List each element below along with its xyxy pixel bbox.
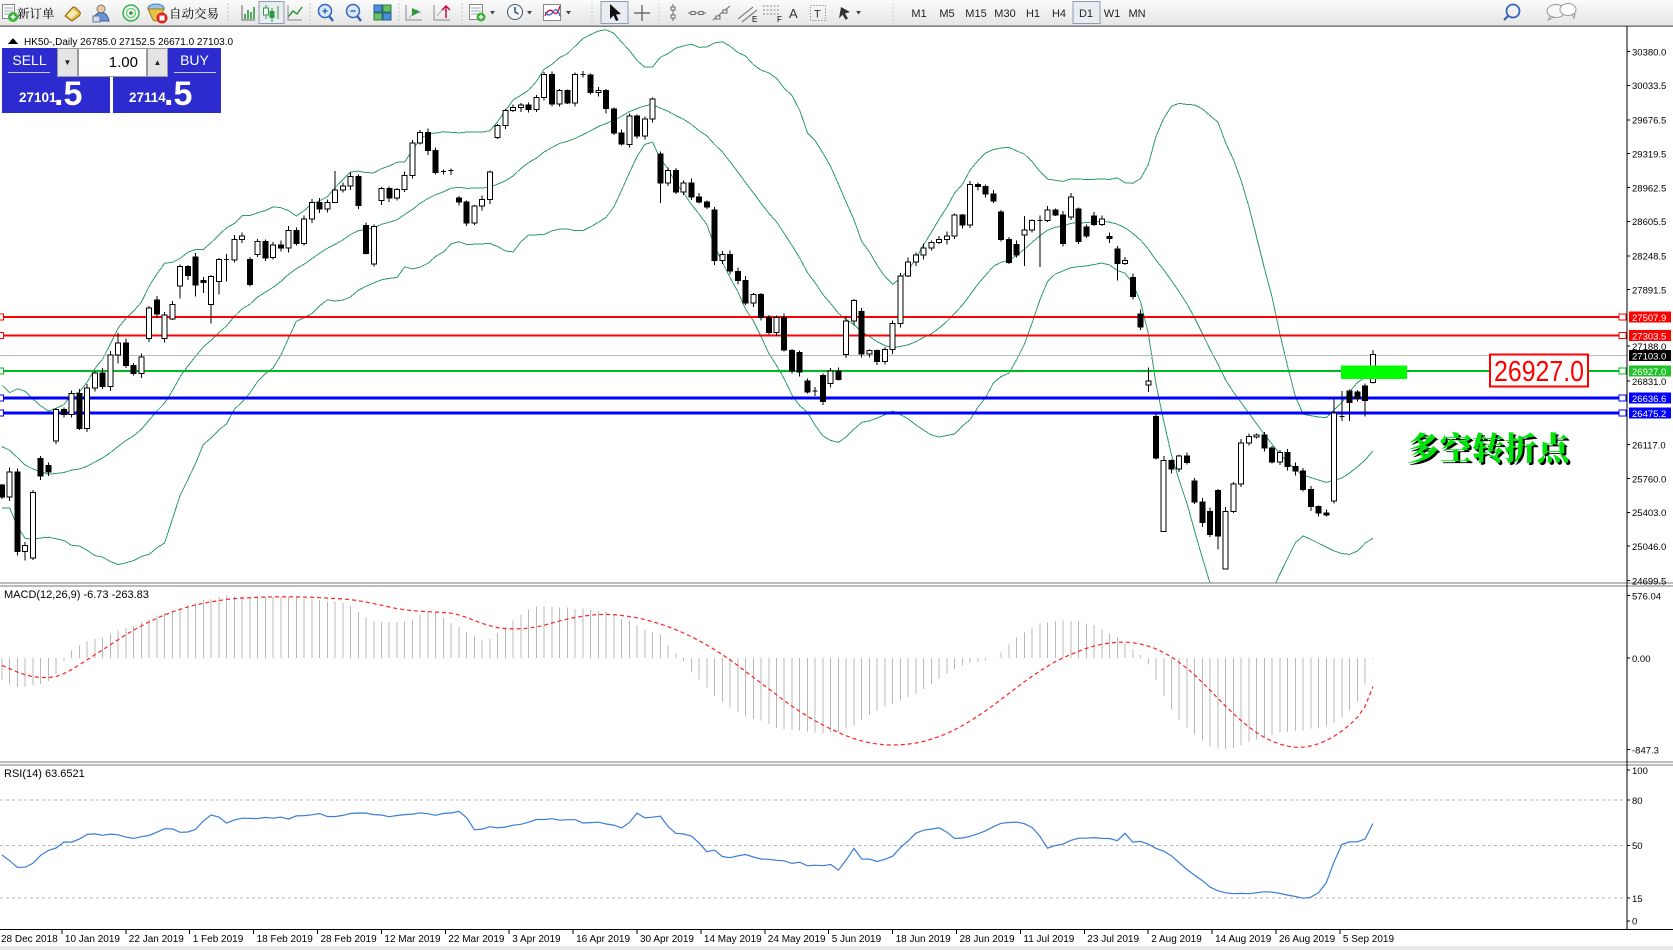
svg-text:26 Aug 2019: 26 Aug 2019 [1279,934,1336,945]
svg-text:HK50-,Daily 26785.0 27152.5 2: HK50-,Daily 26785.0 27152.5 26671.0 2710… [24,37,233,48]
svg-text:16 Apr 2019: 16 Apr 2019 [576,934,630,945]
svg-text:30 Apr 2019: 30 Apr 2019 [640,934,694,945]
svg-text:MN: MN [1128,8,1145,20]
svg-text:M15: M15 [965,8,986,20]
svg-text:80: 80 [1632,796,1643,807]
svg-text:22 Jan 2019: 22 Jan 2019 [129,934,184,945]
svg-text:18 Jun 2019: 18 Jun 2019 [896,934,951,945]
svg-text:M5: M5 [939,8,954,20]
svg-text:1 Feb 2019: 1 Feb 2019 [193,934,244,945]
svg-text:M1: M1 [911,8,926,20]
svg-text:MACD(12,26,9) -6.73 -263.83: MACD(12,26,9) -6.73 -263.83 [4,589,149,601]
svg-text:RSI(14) 63.6521: RSI(14) 63.6521 [4,768,85,780]
svg-text:26636.6: 26636.6 [1632,394,1666,405]
svg-text:W1: W1 [1104,8,1121,20]
svg-text:30380.0: 30380.0 [1632,47,1666,58]
svg-text:14 May 2019: 14 May 2019 [704,934,762,945]
svg-text:25760.0: 25760.0 [1632,474,1666,485]
svg-text:27103.0: 27103.0 [1632,351,1666,362]
svg-text:18 Feb 2019: 18 Feb 2019 [257,934,314,945]
svg-text:27303.5: 27303.5 [1632,331,1666,342]
svg-text:22 Mar 2019: 22 Mar 2019 [448,934,505,945]
svg-text:28605.5: 28605.5 [1632,217,1666,228]
svg-text:10 Jan 2019: 10 Jan 2019 [65,934,120,945]
svg-text:H4: H4 [1052,8,1066,20]
svg-text:27891.5: 27891.5 [1632,286,1666,297]
svg-text:50: 50 [1632,841,1643,852]
svg-text:24699.5: 24699.5 [1632,576,1666,587]
svg-text:11 Jul 2019: 11 Jul 2019 [1023,934,1074,945]
svg-text:-847.3: -847.3 [1632,746,1659,757]
svg-text:26927.0: 26927.0 [1494,356,1584,388]
svg-text:100: 100 [1632,766,1648,777]
svg-text:3 Apr 2019: 3 Apr 2019 [512,934,561,945]
svg-text:12 Mar 2019: 12 Mar 2019 [384,934,441,945]
svg-text:25403.0: 25403.0 [1632,508,1666,519]
svg-text:28 Feb 2019: 28 Feb 2019 [321,934,378,945]
svg-text:29319.5: 29319.5 [1632,150,1666,161]
svg-text:E: E [752,15,757,24]
svg-text:5 Jun 2019: 5 Jun 2019 [832,934,882,945]
svg-text:2 Aug 2019: 2 Aug 2019 [1151,934,1202,945]
svg-text:28962.5: 28962.5 [1632,183,1666,194]
svg-text:25046.0: 25046.0 [1632,542,1666,553]
svg-text:15: 15 [1632,894,1643,905]
svg-text:28 Jun 2019: 28 Jun 2019 [960,934,1015,945]
svg-text:26475.2: 26475.2 [1632,409,1666,420]
svg-text:27507.9: 27507.9 [1632,313,1666,324]
svg-text:30033.5: 30033.5 [1632,81,1666,92]
svg-text:26831.0: 26831.0 [1632,377,1666,388]
svg-text:14 Aug 2019: 14 Aug 2019 [1215,934,1272,945]
svg-text:28 Dec 2018: 28 Dec 2018 [1,934,58,945]
svg-text:F: F [777,15,782,24]
svg-text:A: A [789,6,798,21]
svg-text:0.00: 0.00 [1632,654,1651,665]
svg-text:23 Jul 2019: 23 Jul 2019 [1087,934,1139,945]
svg-text:26927.0: 26927.0 [1632,367,1666,378]
svg-text:29676.5: 29676.5 [1632,116,1666,127]
svg-text:26117.0: 26117.0 [1632,440,1666,451]
svg-text:0: 0 [1632,917,1637,928]
svg-text:28248.5: 28248.5 [1632,252,1666,263]
svg-text:576.04: 576.04 [1632,591,1661,602]
svg-text:D1: D1 [1079,8,1093,20]
svg-text:H1: H1 [1026,8,1040,20]
svg-text:5 Sep 2019: 5 Sep 2019 [1343,934,1395,945]
svg-text:24 May 2019: 24 May 2019 [768,934,826,945]
svg-text:27188.0: 27188.0 [1632,342,1666,353]
svg-text:T: T [814,9,821,21]
svg-text:M30: M30 [994,8,1015,20]
